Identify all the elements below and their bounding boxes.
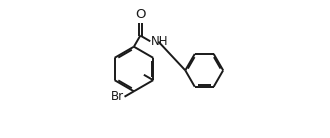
Text: Br: Br bbox=[111, 90, 124, 103]
Text: NH: NH bbox=[151, 35, 168, 48]
Text: O: O bbox=[135, 8, 146, 21]
